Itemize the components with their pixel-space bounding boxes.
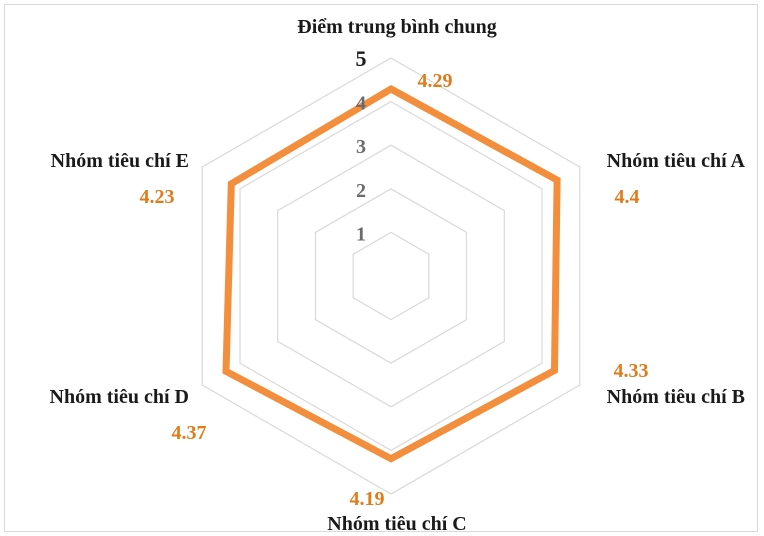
axis-label: Nhóm tiêu chí B <box>607 386 745 408</box>
grid-layer <box>201 57 581 495</box>
grid-ring-4 <box>239 100 543 452</box>
data-label: 4.37 <box>172 422 207 444</box>
grid-ring-5 <box>201 57 581 495</box>
grid-ring-3 <box>277 144 505 408</box>
chart-frame: 1 2 3 4 5 Điểm trung bình chung Nhóm tiêu chí… <box>4 4 758 533</box>
data-label: 4.19 <box>350 488 385 510</box>
radar-chart: 1 2 3 4 5 Điểm trung bình chung Nhóm tiêu chí… <box>50 16 746 533</box>
data-label: 4.29 <box>418 70 453 92</box>
data-label: 4.33 <box>614 360 649 382</box>
axis-label: Điểm trung bình chung <box>297 16 497 38</box>
axis-label: Nhóm tiêu chí E <box>51 150 189 172</box>
grid-ring-1 <box>352 231 430 321</box>
series-layer <box>222 84 561 463</box>
axis-label: Nhóm tiêu chí A <box>607 150 746 172</box>
tick-label: 4 <box>356 93 366 115</box>
axis-label: Nhóm tiêu chí C <box>327 513 466 533</box>
tick-layer: 1 2 3 4 5 <box>356 46 367 245</box>
axis-label: Nhóm tiêu chí D <box>50 386 189 408</box>
data-label: 4.23 <box>140 186 175 208</box>
tick-label: 1 <box>356 223 366 245</box>
tick-label: 2 <box>356 180 366 202</box>
series-line <box>222 84 561 463</box>
label-layer: Điểm trung bình chung Nhóm tiêu chí A Nhóm… <box>50 16 746 533</box>
tick-label: 5 <box>356 46 367 71</box>
grid-ring-2 <box>314 188 468 364</box>
data-label: 4.4 <box>615 186 640 208</box>
tick-label: 3 <box>356 136 366 158</box>
